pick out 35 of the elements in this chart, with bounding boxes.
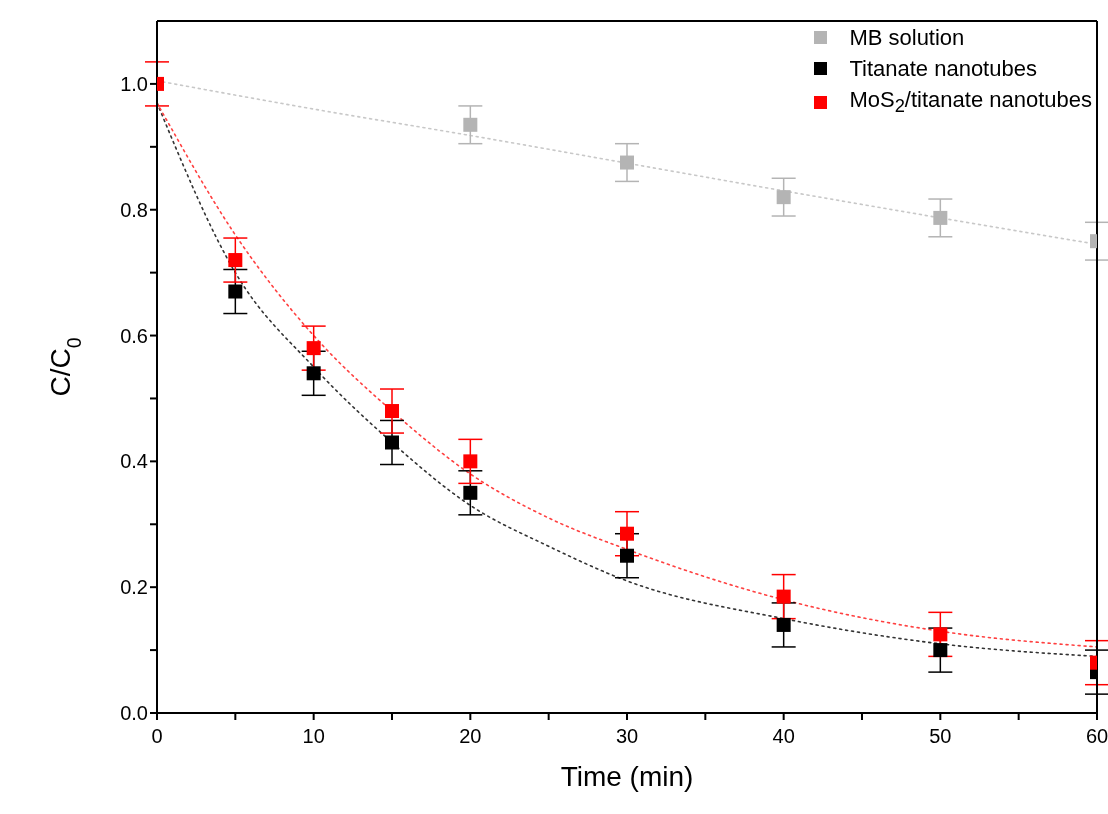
point — [776, 190, 791, 205]
x-tick-label: 60 — [1085, 725, 1108, 747]
y-tick-label: 0.8 — [120, 198, 148, 221]
y-tick-label: 0.2 — [120, 576, 148, 599]
x-tick-label: 40 — [772, 725, 795, 747]
point — [228, 284, 243, 299]
point — [620, 526, 634, 541]
point — [620, 155, 634, 170]
point — [463, 485, 478, 500]
point — [933, 210, 948, 225]
point — [776, 589, 791, 604]
x-tick-label: 20 — [459, 725, 482, 747]
x-tick-label: 0 — [151, 725, 163, 747]
legend-label: MoS$_{2}$/titanate nanotubes — [849, 86, 1092, 119]
y-tick-label: 0.4 — [120, 450, 148, 473]
legend-label: MB solution — [849, 24, 965, 52]
point — [385, 404, 399, 419]
point — [228, 253, 243, 268]
point — [620, 548, 634, 563]
y-tick-label: 0.6 — [120, 324, 148, 347]
point — [463, 454, 478, 469]
y-tick-label: 1.0 — [120, 73, 148, 96]
x-tick-label: 30 — [615, 725, 639, 747]
point — [463, 117, 478, 132]
x-tick-label: 10 — [302, 725, 325, 747]
legend-label: Titanate nanotubes — [849, 55, 1037, 83]
point — [385, 435, 399, 450]
x-axis-title: Time (min) — [560, 761, 694, 792]
point — [776, 617, 791, 632]
point — [933, 643, 948, 658]
point — [306, 366, 321, 381]
y-tick-label: 0.0 — [120, 702, 148, 725]
x-tick-label: 50 — [929, 725, 952, 747]
point — [933, 627, 948, 642]
point — [306, 341, 321, 356]
